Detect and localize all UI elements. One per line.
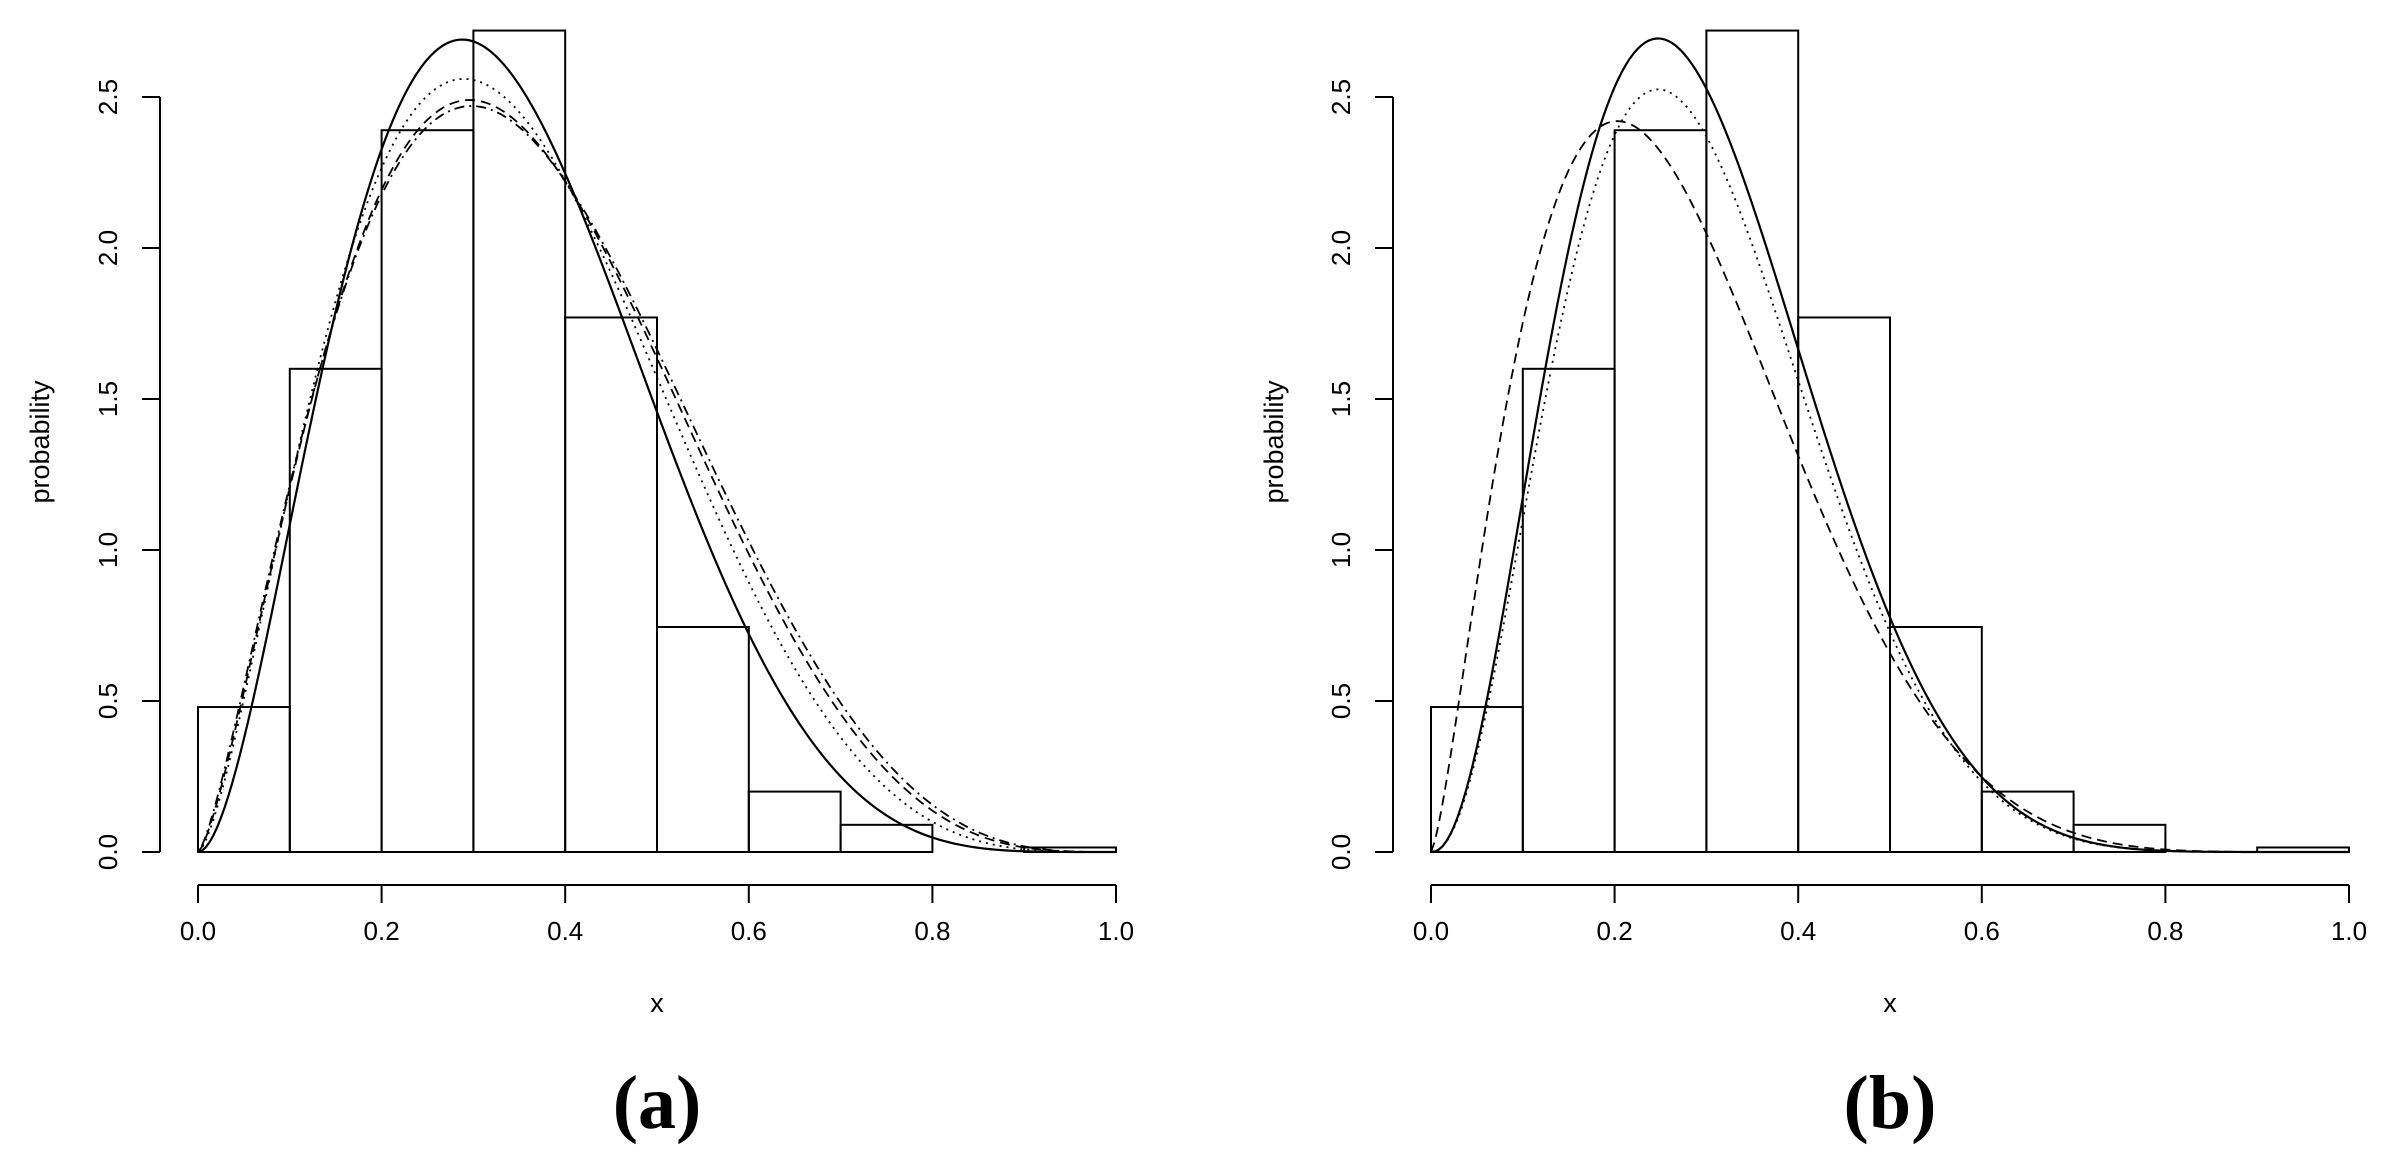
x-tick-label: 0.4: [1780, 916, 1816, 946]
y-tick-label: 2.0: [1326, 230, 1356, 266]
x-tick-label: 0.6: [731, 916, 767, 946]
histogram-bar: [1797, 316, 1891, 853]
x-tick-label: 0.8: [914, 916, 950, 946]
histogram-bar: [1521, 367, 1616, 853]
histogram-bar: [472, 29, 567, 854]
x-axis-title: x: [1883, 988, 1897, 1018]
y-tick-label: 1.5: [93, 381, 123, 417]
x-tick-label: 0.8: [2147, 916, 2183, 946]
x-tick-label: 0.0: [1413, 916, 1449, 946]
histogram-bar: [197, 706, 291, 853]
y-tick-label: 0.5: [1326, 683, 1356, 719]
y-tick-label: 1.0: [93, 532, 123, 568]
histogram-bar: [1705, 29, 1800, 854]
y-axis-title: probability: [25, 380, 55, 504]
x-tick-label: 0.0: [180, 916, 216, 946]
histogram-bar: [288, 367, 383, 853]
histogram-bar: [564, 316, 659, 853]
y-tick-label: 0.5: [93, 683, 123, 719]
x-tick-label: 0.2: [364, 916, 400, 946]
y-tick-label: 2.0: [93, 230, 123, 266]
y-tick-label: 1.5: [1326, 381, 1356, 417]
histogram-bar: [839, 823, 934, 854]
panel-a: 0.0 0.2 0.4 0.6 0.8 1.0 0.0 0.5 1.0 1.5 2.0 2.5 x pro…: [25, 29, 1134, 1145]
histogram-bar: [380, 129, 475, 854]
histogram-bar: [1613, 129, 1708, 854]
y-tick-label: 0.0: [1326, 834, 1356, 870]
x-tick-label: 0.2: [1597, 916, 1633, 946]
density-curve-dotted: [1430, 88, 2349, 853]
y-tick-label: 2.5: [93, 79, 123, 115]
panel-b: 0.0 0.2 0.4 0.6 0.8 1.0 0.0 0.5 1.0 1.5 2.0 2.5 x pro…: [1259, 29, 2367, 1145]
y-tick-label: 2.5: [1326, 79, 1356, 115]
y-axis-title: probability: [1259, 380, 1289, 504]
density-curve-solid: [197, 38, 1116, 854]
histogram-bar: [656, 626, 750, 854]
density-curve-dashed: [1430, 120, 2349, 853]
x-tick-label: 1.0: [1098, 916, 1134, 946]
y-tick-label: 0.0: [93, 834, 123, 870]
histogram-bar: [1980, 790, 2075, 853]
x-axis-title: x: [650, 988, 664, 1018]
x-tick-label: 1.0: [2331, 916, 2367, 946]
density-curve-dotdash: [197, 105, 1116, 853]
histogram-bar: [1889, 626, 1983, 854]
panel-label: (b): [1844, 1061, 1937, 1145]
histogram-bar: [747, 790, 842, 853]
y-tick-label: 1.0: [1326, 532, 1356, 568]
density-curve-dashed: [197, 99, 1116, 853]
x-tick-label: 0.4: [547, 916, 583, 946]
histogram-bar: [1430, 706, 1524, 853]
x-tick-label: 0.6: [1964, 916, 2000, 946]
panel-label: (a): [613, 1061, 702, 1145]
